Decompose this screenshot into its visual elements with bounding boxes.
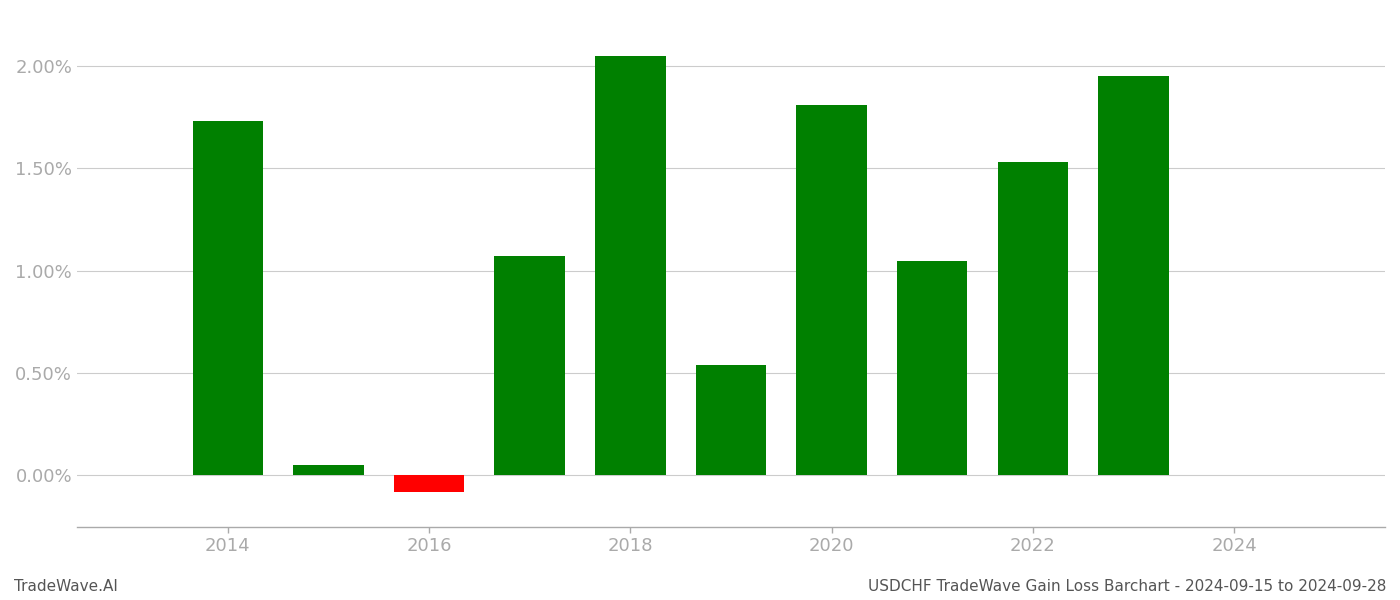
Bar xyxy=(696,365,766,475)
Bar xyxy=(595,56,665,475)
Text: TradeWave.AI: TradeWave.AI xyxy=(14,579,118,594)
Bar xyxy=(998,163,1068,475)
Bar xyxy=(193,121,263,475)
Bar xyxy=(1098,76,1169,475)
Bar xyxy=(897,260,967,475)
Bar xyxy=(293,465,364,475)
Text: USDCHF TradeWave Gain Loss Barchart - 2024-09-15 to 2024-09-28: USDCHF TradeWave Gain Loss Barchart - 20… xyxy=(868,579,1386,594)
Bar xyxy=(393,475,465,492)
Bar xyxy=(797,105,867,475)
Bar xyxy=(494,256,564,475)
